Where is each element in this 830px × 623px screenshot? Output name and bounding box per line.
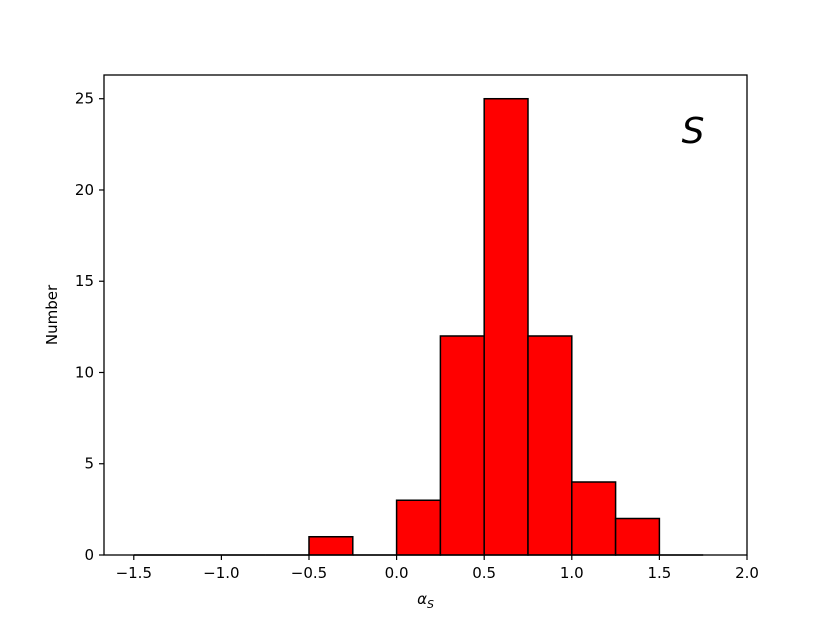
histogram-bar <box>527 335 573 556</box>
histogram-bar <box>571 481 617 556</box>
histogram-bar <box>439 335 485 556</box>
y-tick-label: 20 <box>75 181 94 199</box>
x-tick-label: −1.5 <box>116 564 152 582</box>
y-tick-label: 10 <box>75 363 94 381</box>
x-tick-label: 1.0 <box>560 564 584 582</box>
x-tick-label: 0.5 <box>472 564 496 582</box>
y-tick-label: 25 <box>75 90 94 108</box>
x-tick-label: 2.0 <box>735 564 759 582</box>
x-tick-label: 0.0 <box>385 564 409 582</box>
y-tick-label: 5 <box>84 455 94 473</box>
x-axis-label: αS <box>417 590 434 611</box>
x-tick-label: −0.5 <box>291 564 327 582</box>
histogram-bar <box>614 517 661 556</box>
bars-group <box>133 97 704 556</box>
x-tick-label: 1.5 <box>647 564 671 582</box>
plot-frame <box>103 74 748 556</box>
y-tick-label: 0 <box>84 546 94 564</box>
histogram-bar <box>308 535 354 556</box>
panel-annotation: S <box>682 111 705 152</box>
y-axis-ticks: 0 5 10 15 20 25 <box>75 90 104 564</box>
x-axis-ticks: −1.5 −1.0 −0.5 0.0 0.5 1.0 1.5 2.0 <box>116 555 759 582</box>
histogram-bar <box>395 499 442 556</box>
histogram-bar <box>483 97 529 556</box>
x-tick-label: −1.0 <box>203 564 239 582</box>
y-axis-label: Number <box>43 284 61 345</box>
x-axis-label-main: α <box>417 590 427 608</box>
x-axis-label-subscript: S <box>427 598 434 611</box>
y-tick-label: 15 <box>75 272 94 290</box>
